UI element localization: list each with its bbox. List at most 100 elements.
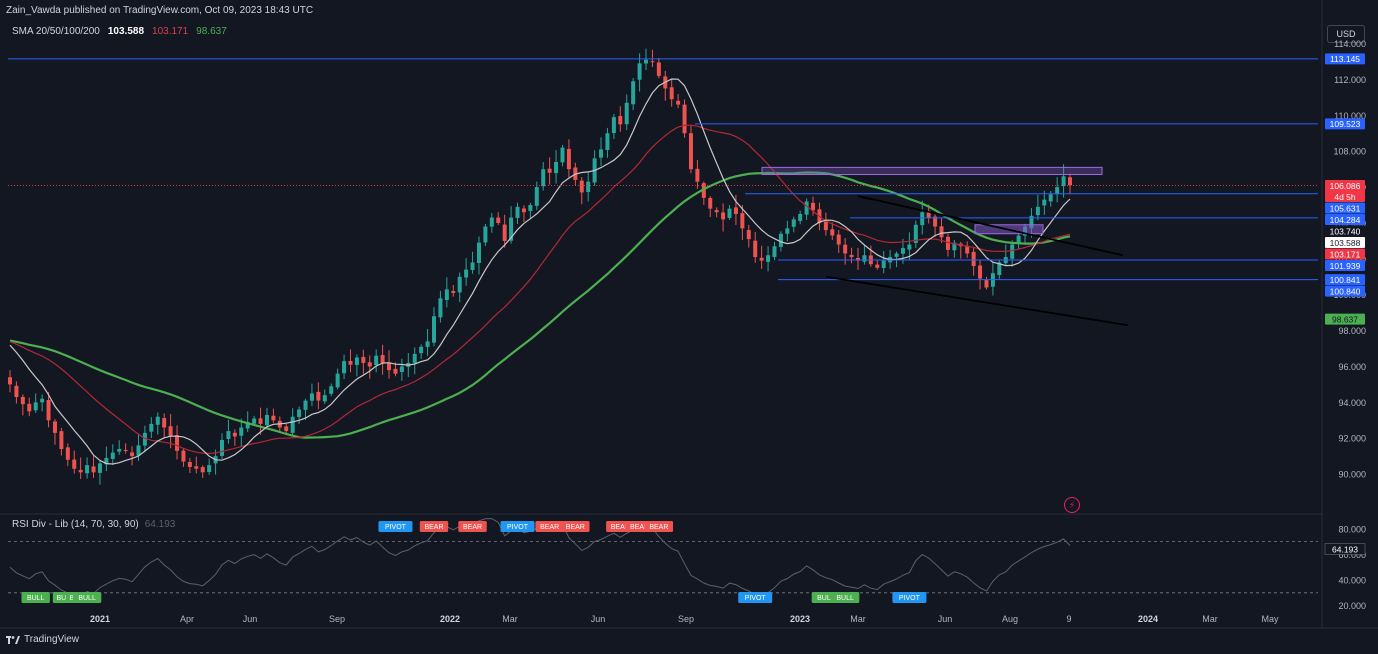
price-badge-label: 105.631 xyxy=(1330,203,1361,213)
rsi-tick-label: 60.000 xyxy=(1338,550,1366,560)
rsi-signal-label: BEAR xyxy=(649,524,668,531)
rsi-signal-label: BEAR xyxy=(611,524,630,531)
candle-body xyxy=(136,445,141,456)
tradingview-logo[interactable]: TradingView xyxy=(6,634,79,645)
rsi-signal-label: BULL xyxy=(817,595,835,602)
candle-body xyxy=(393,368,398,374)
candle-body xyxy=(688,133,693,170)
candle-body xyxy=(464,269,469,278)
rsi-signal-tag xyxy=(378,521,413,532)
candle-body xyxy=(33,402,38,411)
candle-body xyxy=(759,257,764,261)
candle-body xyxy=(1010,244,1015,259)
sma20-line xyxy=(9,78,1071,465)
time-tick-label: 9 xyxy=(1066,614,1071,624)
candle-body xyxy=(682,104,687,134)
candle-body xyxy=(387,362,392,371)
time-tick-label: 2022 xyxy=(440,614,460,624)
candle-body xyxy=(451,291,456,293)
candle-body xyxy=(733,207,738,215)
candle-body xyxy=(746,230,751,240)
candle-body xyxy=(605,133,610,151)
sma200-value: 98.637 xyxy=(196,26,227,37)
candle-body xyxy=(740,213,745,229)
rsi-signal-label: BULL xyxy=(78,595,96,602)
tv-mark-icon xyxy=(6,635,20,645)
candle-body xyxy=(875,264,880,268)
sma-legend-label: SMA 20/50/100/200 xyxy=(12,26,100,37)
candle-body xyxy=(1016,235,1021,245)
candle-body xyxy=(168,426,173,437)
price-badge xyxy=(1325,313,1365,325)
time-tick-label: Mar xyxy=(502,614,518,624)
candle-body xyxy=(965,245,970,254)
candle-body xyxy=(920,212,925,226)
candle-body xyxy=(232,432,237,437)
candle-body xyxy=(772,246,777,258)
price-badge-label: 100.840 xyxy=(1330,286,1361,296)
candle-body xyxy=(264,414,269,426)
sma20-value: 103.588 xyxy=(107,26,145,37)
candle-body xyxy=(856,258,860,261)
candle-body xyxy=(785,228,790,234)
lightning-icon[interactable]: ⚡ xyxy=(1064,497,1080,513)
candle-body xyxy=(521,208,526,213)
rsi-legend: RSI Div - Lib (14, 70, 30, 90) 64.193 xyxy=(12,519,175,530)
rsi-tick-label: 20.000 xyxy=(1338,601,1366,611)
candle-body xyxy=(811,202,816,211)
rsi-signal-tag xyxy=(458,521,487,532)
candle-body xyxy=(823,221,828,231)
candle-body xyxy=(470,262,475,270)
candle-body xyxy=(502,224,507,241)
candle-body xyxy=(8,377,12,385)
rsi-signal-tag xyxy=(892,592,927,603)
candle-body xyxy=(194,466,199,469)
price-badge-label: 106.086 xyxy=(1330,181,1361,191)
candle-body xyxy=(566,148,571,170)
candle-body xyxy=(220,440,224,456)
candle-body xyxy=(489,217,494,227)
candle-body xyxy=(91,466,96,473)
rsi-signal-label: BU xyxy=(57,595,67,602)
time-tick-label: Mar xyxy=(1202,614,1218,624)
currency-button[interactable]: USD xyxy=(1327,25,1365,43)
candle-body xyxy=(297,409,302,418)
candle-body xyxy=(284,426,289,432)
price-tick-label: 94.000 xyxy=(1338,398,1366,408)
candle-body xyxy=(142,432,147,446)
candle-body xyxy=(644,59,648,64)
candle-body xyxy=(78,469,83,473)
candle-body xyxy=(245,422,250,429)
price-tick-label: 90.000 xyxy=(1338,470,1366,480)
candle-body xyxy=(483,226,488,243)
candle-body xyxy=(181,450,186,462)
price-badge-label: 103.588 xyxy=(1330,238,1361,248)
price-badge xyxy=(1325,237,1365,249)
candle-body xyxy=(509,217,514,241)
candle-body xyxy=(419,346,424,354)
price-tick-label: 112.000 xyxy=(1334,75,1366,85)
candle-body xyxy=(881,260,886,269)
candle-body xyxy=(252,418,257,424)
candle-body xyxy=(207,465,212,473)
rsi-signal-tag xyxy=(644,521,674,532)
candle-body xyxy=(843,244,848,254)
time-tick-label: Jun xyxy=(938,614,953,624)
rsi-signal-tag xyxy=(830,592,860,603)
candle-body xyxy=(618,115,623,125)
candle-body xyxy=(162,418,167,428)
candle-body xyxy=(1068,177,1072,186)
sma100-line xyxy=(9,124,1071,455)
candle-body xyxy=(611,117,616,134)
candle-body xyxy=(637,63,642,80)
candle-body xyxy=(27,403,32,412)
rsi-signal-tag xyxy=(21,592,50,603)
candle-body xyxy=(1035,206,1040,216)
rsi-signal-tag xyxy=(738,592,773,603)
resistance-zone xyxy=(761,166,1103,176)
channel-lower-line xyxy=(825,275,1129,327)
rsi-tick-label: 80.000 xyxy=(1338,524,1366,534)
candle-body xyxy=(791,219,796,227)
price-badge-label: 103.171 xyxy=(1330,249,1361,259)
